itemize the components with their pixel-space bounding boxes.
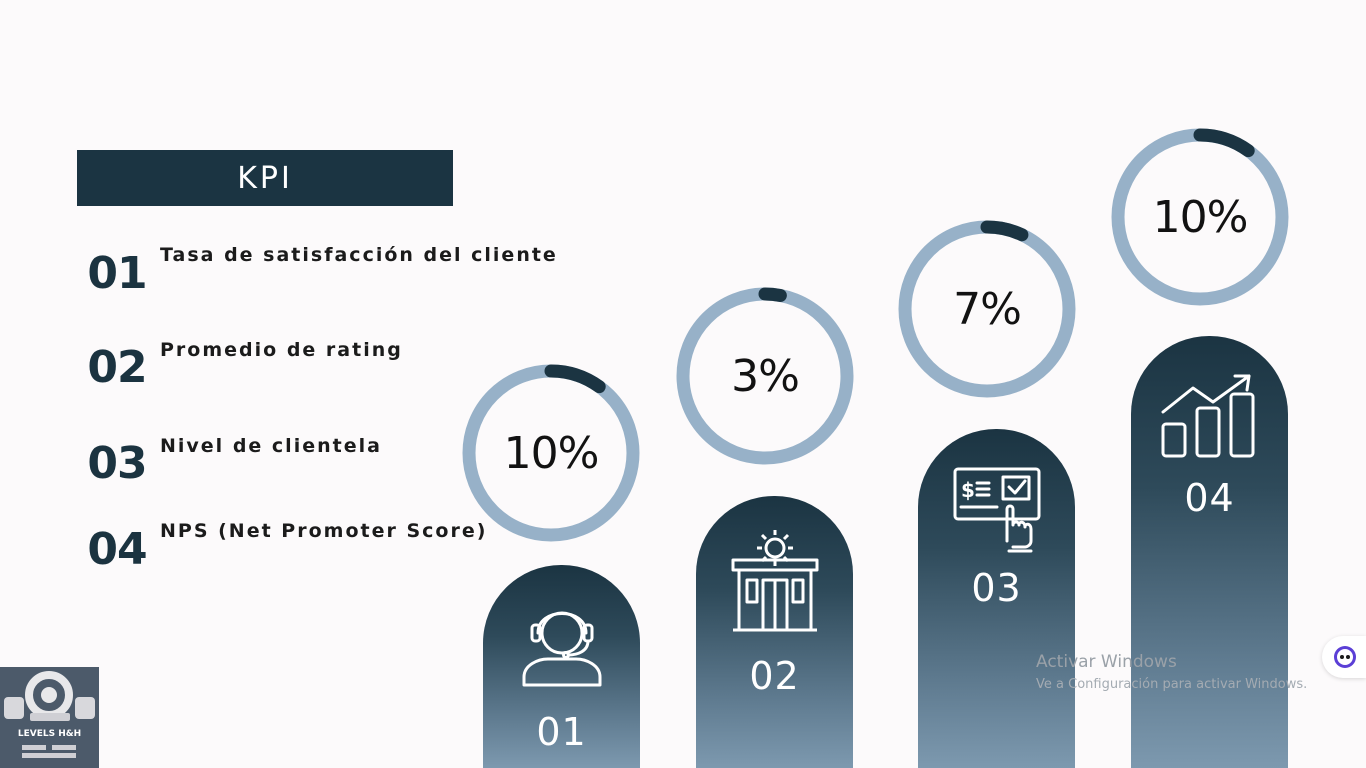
- column-number-4: 04: [1184, 476, 1235, 520]
- progress-ring-2-graphic: [676, 287, 854, 465]
- kpi-number-1: 01: [87, 248, 147, 299]
- growth-chart-icon: [1131, 372, 1288, 482]
- column-number-2: 02: [749, 654, 800, 698]
- kpi-label-1: Tasa de satisfacción del cliente: [160, 244, 558, 266]
- column-1: 01: [483, 565, 640, 768]
- kpi-title: KPI: [237, 160, 293, 196]
- kpi-number-2: 02: [87, 342, 147, 393]
- logo-emblem-icon: [4, 671, 95, 721]
- ring-value-4: 10%: [1152, 191, 1249, 243]
- column-3: $ 03: [918, 429, 1075, 768]
- assistant-button[interactable]: [1322, 636, 1366, 678]
- progress-ring-1: 10%: [461, 363, 641, 543]
- ring-progress-arc-1: [462, 364, 640, 542]
- kpi-number-4: 04: [87, 524, 147, 575]
- logo-base-icon: [22, 745, 76, 758]
- ring-value-3: 7%: [953, 283, 1022, 335]
- store-gear-icon: [696, 524, 853, 634]
- kpi-label-3: Nivel de clientela: [160, 435, 382, 457]
- ring-progress-arc-4: [1111, 128, 1289, 306]
- ring-progress-arc-3: [898, 220, 1076, 398]
- headset-agent-icon: [483, 593, 640, 703]
- progress-ring-1-graphic: [462, 364, 640, 542]
- column-2: 02: [696, 496, 853, 768]
- windows-activation-subtitle: Ve a Configuración para activar Windows.: [1036, 677, 1308, 692]
- progress-ring-4: 10%: [1110, 127, 1290, 307]
- progress-ring-4-graphic: [1111, 128, 1289, 306]
- windows-activation-title: Activar Windows: [1036, 652, 1177, 672]
- payment-terminal-icon: $: [918, 465, 1075, 575]
- svg-text:$: $: [961, 478, 975, 502]
- progress-ring-2: 3%: [675, 286, 855, 466]
- kpi-label-4: NPS (Net Promoter Score): [160, 520, 488, 542]
- column-4: 04: [1131, 336, 1288, 768]
- ring-value-2: 3%: [731, 350, 800, 402]
- kpi-label-2: Promedio de rating: [160, 339, 403, 361]
- ring-progress-arc-2: [676, 287, 854, 465]
- column-number-1: 01: [536, 710, 587, 754]
- ring-value-1: 10%: [503, 427, 600, 479]
- kpi-banner: KPI: [77, 150, 453, 206]
- assistant-face-icon: [1334, 646, 1356, 668]
- progress-ring-3-graphic: [898, 220, 1076, 398]
- levels-logo: LEVELS H&H: [0, 667, 99, 768]
- logo-text: LEVELS H&H: [17, 729, 82, 739]
- kpi-number-3: 03: [87, 438, 147, 489]
- column-number-3: 03: [971, 566, 1022, 610]
- progress-ring-3: 7%: [897, 219, 1077, 399]
